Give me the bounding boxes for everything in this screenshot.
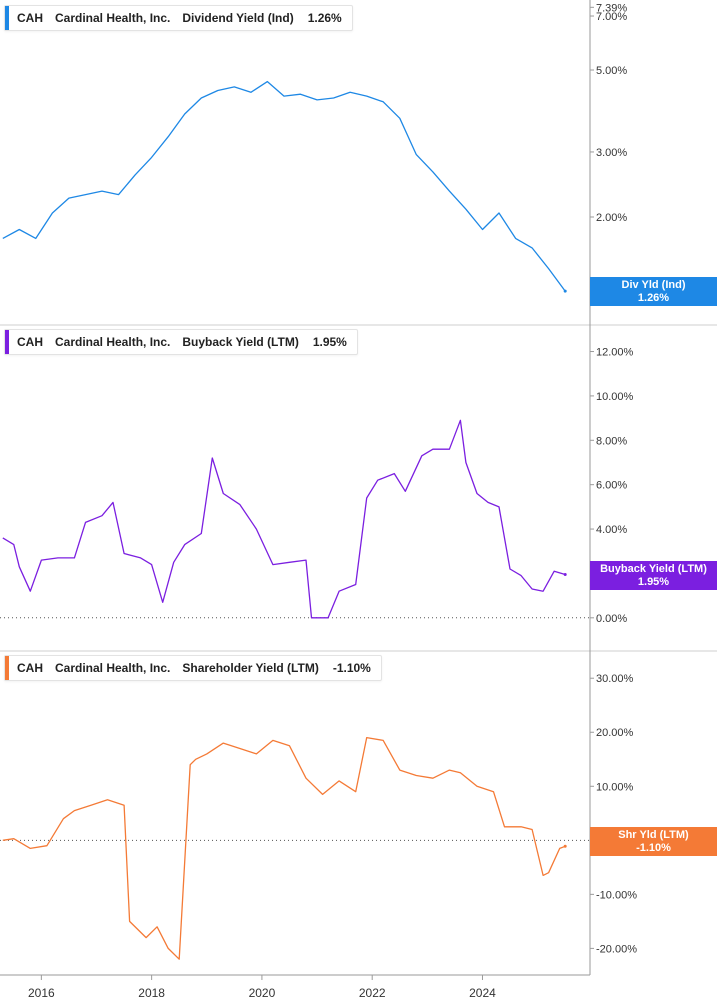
y-tick-label: 7.00% xyxy=(596,11,627,23)
tag-value: 1.95% xyxy=(637,575,670,588)
y-tick-label: 7.39% xyxy=(596,2,627,14)
legend-swatch xyxy=(5,330,9,354)
legend-ticker: CAH xyxy=(17,335,43,349)
legend-ticker: CAH xyxy=(17,661,43,675)
tag-label: Buyback Yield (LTM) xyxy=(600,562,707,575)
last-point xyxy=(563,289,567,293)
legend-dividend-yield[interactable]: CAH Cardinal Health, Inc. Dividend Yield… xyxy=(4,5,353,31)
y-tick-label: -20.00% xyxy=(596,943,637,955)
y-tick-label: 8.00% xyxy=(596,435,627,447)
last-value-tag-buyback: Buyback Yield (LTM) 1.95% xyxy=(590,561,717,590)
series-line-2 xyxy=(2,736,566,960)
last-value-tag-dividend: Div Yld (Ind) 1.26% xyxy=(590,277,717,306)
y-tick-label: 10.00% xyxy=(596,391,634,403)
series-line-0 xyxy=(2,80,566,292)
y-tick-label: 5.00% xyxy=(596,65,627,77)
legend-buyback-yield[interactable]: CAH Cardinal Health, Inc. Buyback Yield … xyxy=(4,329,358,355)
legend-metric: Dividend Yield (Ind) xyxy=(182,11,294,25)
legend-company: Cardinal Health, Inc. xyxy=(55,11,171,25)
legend-metric: Shareholder Yield (LTM) xyxy=(182,661,319,675)
y-tick-label: 12.00% xyxy=(596,347,634,359)
legend-company: Cardinal Health, Inc. xyxy=(55,661,171,675)
x-tick-label: 2016 xyxy=(28,986,55,1000)
y-tick-label: 30.00% xyxy=(596,673,634,685)
legend-swatch xyxy=(5,6,9,30)
y-tick-label: -10.00% xyxy=(596,889,637,901)
y-tick-label: 2.00% xyxy=(596,212,627,224)
legend-company: Cardinal Health, Inc. xyxy=(55,335,171,349)
x-tick-label: 2018 xyxy=(138,986,165,1000)
legend-value: 1.26% xyxy=(307,11,342,25)
y-tick-label: 3.00% xyxy=(596,147,627,159)
y-tick-label: 4.00% xyxy=(596,524,627,536)
last-point xyxy=(563,573,567,577)
y-tick-label: 10.00% xyxy=(596,781,634,793)
legend-ticker: CAH xyxy=(17,11,43,25)
tag-value: 1.26% xyxy=(637,291,670,304)
tag-value: -1.10% xyxy=(636,841,671,854)
legend-value: -1.10% xyxy=(332,661,371,675)
legend-swatch xyxy=(5,656,9,680)
tag-label: Div Yld (Ind) xyxy=(621,278,686,291)
y-tick-label: 0.00% xyxy=(596,613,627,625)
x-tick-label: 2024 xyxy=(469,986,496,1000)
x-tick-label: 2022 xyxy=(359,986,386,1000)
x-tick-label: 2020 xyxy=(249,986,276,1000)
tag-label: Shr Yld (LTM) xyxy=(618,828,689,841)
last-value-tag-shareholder: Shr Yld (LTM) -1.10% xyxy=(590,827,717,856)
y-tick-label: 20.00% xyxy=(596,727,634,739)
series-line-1 xyxy=(2,419,566,619)
legend-shareholder-yield[interactable]: CAH Cardinal Health, Inc. Shareholder Yi… xyxy=(4,655,382,681)
legend-value: 1.95% xyxy=(312,335,347,349)
legend-metric: Buyback Yield (LTM) xyxy=(182,335,299,349)
last-point xyxy=(563,844,567,848)
y-tick-label: 6.00% xyxy=(596,480,627,492)
